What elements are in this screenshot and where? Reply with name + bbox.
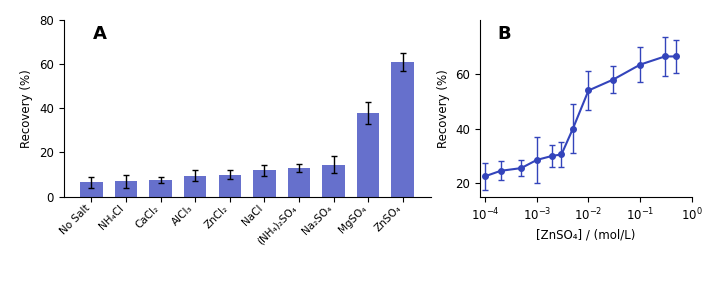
Y-axis label: Recovery (%): Recovery (%) <box>437 69 450 148</box>
Bar <box>392 62 414 197</box>
Bar <box>150 180 172 197</box>
Bar <box>184 176 206 197</box>
Bar <box>253 170 275 197</box>
Y-axis label: Recovery (%): Recovery (%) <box>20 69 33 148</box>
Bar <box>219 175 241 197</box>
Bar <box>288 168 310 197</box>
X-axis label: [ZnSO₄] / (mol/L): [ZnSO₄] / (mol/L) <box>537 228 635 242</box>
Bar <box>323 165 345 197</box>
Bar <box>115 181 137 197</box>
Bar <box>357 113 379 197</box>
Text: B: B <box>497 25 510 43</box>
Text: A: A <box>93 25 107 43</box>
Bar <box>80 182 102 197</box>
